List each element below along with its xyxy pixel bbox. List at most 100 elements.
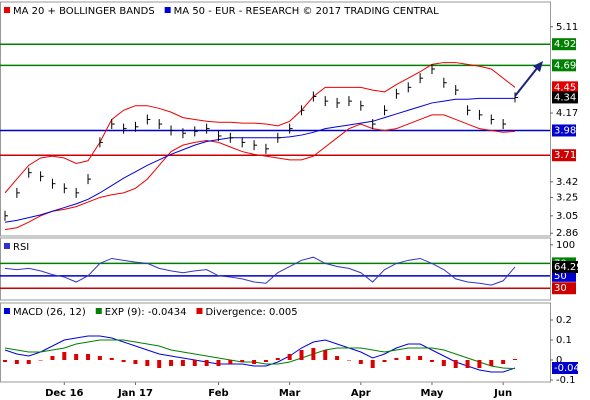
- legend-swatch: [4, 308, 10, 314]
- forecast-arrowhead: [533, 61, 543, 72]
- marker-label: 4.34: [554, 92, 576, 103]
- y-tick-label: 3.25: [556, 192, 578, 203]
- divergence-bar: [263, 360, 268, 362]
- divergence-bar: [406, 356, 411, 360]
- divergence-bar: [429, 360, 434, 362]
- legend-label: MA 20 + BOLLINGER BANDS: [13, 6, 155, 17]
- divergence-bar: [501, 360, 506, 364]
- panel-frame: [0, 1, 551, 237]
- legend-swatch: [4, 7, 10, 13]
- y-tick-label: 0: [556, 355, 562, 366]
- divergence-bar: [323, 350, 328, 360]
- divergence-bar: [370, 360, 375, 368]
- divergence-bar: [477, 360, 482, 368]
- y-tick-label: 0.2: [556, 315, 572, 326]
- marker-box: [552, 260, 578, 273]
- divergence-bar: [145, 360, 150, 366]
- legend-swatch: [95, 308, 102, 314]
- marker-box: [552, 91, 578, 104]
- divergence-bar: [287, 354, 292, 360]
- y-tick-label: 2.86: [556, 228, 578, 239]
- divergence-bar: [3, 360, 7, 362]
- divergence-bar: [169, 360, 174, 366]
- divergence-bar: [465, 360, 470, 368]
- divergence-bar: [26, 360, 31, 364]
- marker-label: 4.45: [554, 82, 576, 93]
- level-label: 4.69: [554, 60, 576, 71]
- legend-label: MA 50 - EUR - RESEARCH © 2017 TRADING CE…: [174, 6, 439, 17]
- divergence-bar: [86, 354, 91, 360]
- legend-swatch: [196, 308, 203, 314]
- level-label: 3.71: [554, 150, 576, 161]
- divergence-bar: [97, 356, 102, 360]
- y-tick-label: 3.05: [556, 211, 578, 222]
- x-tick-label: Mar: [279, 388, 301, 399]
- divergence-bar: [121, 360, 126, 362]
- series-line: [4, 256, 516, 286]
- level-box: [552, 282, 576, 295]
- divergence-bar: [74, 354, 79, 360]
- x-tick-label: Feb: [208, 388, 228, 399]
- level-label: 4.92: [554, 39, 576, 50]
- level-box: [552, 59, 576, 72]
- y-tick-label: 0.1: [556, 335, 572, 346]
- level-box: [552, 149, 576, 162]
- x-tick-label: May: [421, 388, 444, 399]
- divergence-bar: [513, 359, 517, 360]
- divergence-bar: [180, 360, 185, 366]
- divergence-bar: [335, 356, 340, 360]
- divergence-bar: [358, 360, 363, 364]
- divergence-bar: [192, 360, 197, 366]
- x-tick-label: Dec 16: [45, 388, 83, 399]
- divergence-bar: [38, 360, 43, 361]
- divergence-bar: [157, 360, 162, 368]
- divergence-bar: [252, 360, 257, 364]
- series-line: [4, 335, 516, 373]
- legend-swatch: [4, 243, 10, 249]
- level-box: [552, 38, 576, 51]
- lower-band: [4, 114, 516, 231]
- divergence-bar: [14, 360, 19, 364]
- divergence-bar: [50, 356, 55, 360]
- divergence-bar: [240, 360, 245, 362]
- upper-band: [4, 62, 516, 194]
- legend-swatch: [164, 7, 171, 13]
- divergence-bar: [441, 360, 446, 366]
- marker-label: 64.29: [554, 262, 583, 273]
- level-box: [552, 124, 576, 137]
- legend-label: RSI: [13, 242, 29, 253]
- y-tick-label: -0.1: [556, 375, 576, 386]
- series-line: [4, 339, 516, 370]
- series-line: [4, 97, 515, 223]
- x-tick-label: Jan 17: [117, 388, 153, 399]
- x-tick-label: Jun: [493, 388, 512, 399]
- divergence-bar: [382, 360, 387, 362]
- marker-box: [552, 81, 578, 94]
- divergence-bar: [275, 358, 280, 360]
- y-tick-label: 100: [556, 240, 575, 251]
- level-label: 50: [554, 271, 567, 282]
- divergence-bar: [311, 348, 316, 360]
- panel-frame: [0, 237, 551, 301]
- divergence-bar: [228, 360, 233, 364]
- y-tick-label: 5.11: [556, 22, 578, 33]
- divergence-bar: [62, 352, 67, 360]
- divergence-bar: [489, 360, 494, 366]
- marker-box: [552, 362, 578, 374]
- y-tick-label: 4.17: [556, 108, 578, 119]
- legend-label: EXP (9): -0.0434: [105, 307, 187, 318]
- level-label: 30: [554, 283, 567, 294]
- legend-label: MACD (26, 12): [13, 307, 86, 318]
- divergence-bar: [216, 360, 221, 366]
- legend-label: Divergence: 0.005: [205, 307, 297, 318]
- y-tick-label: 3.42: [556, 177, 578, 188]
- divergence-bar: [299, 350, 304, 360]
- level-label: 3.98: [554, 125, 576, 136]
- divergence-bar: [346, 360, 351, 361]
- divergence-bar: [204, 360, 209, 366]
- panel-frame: [0, 302, 551, 383]
- divergence-bar: [133, 360, 138, 364]
- divergence-bar: [109, 358, 114, 360]
